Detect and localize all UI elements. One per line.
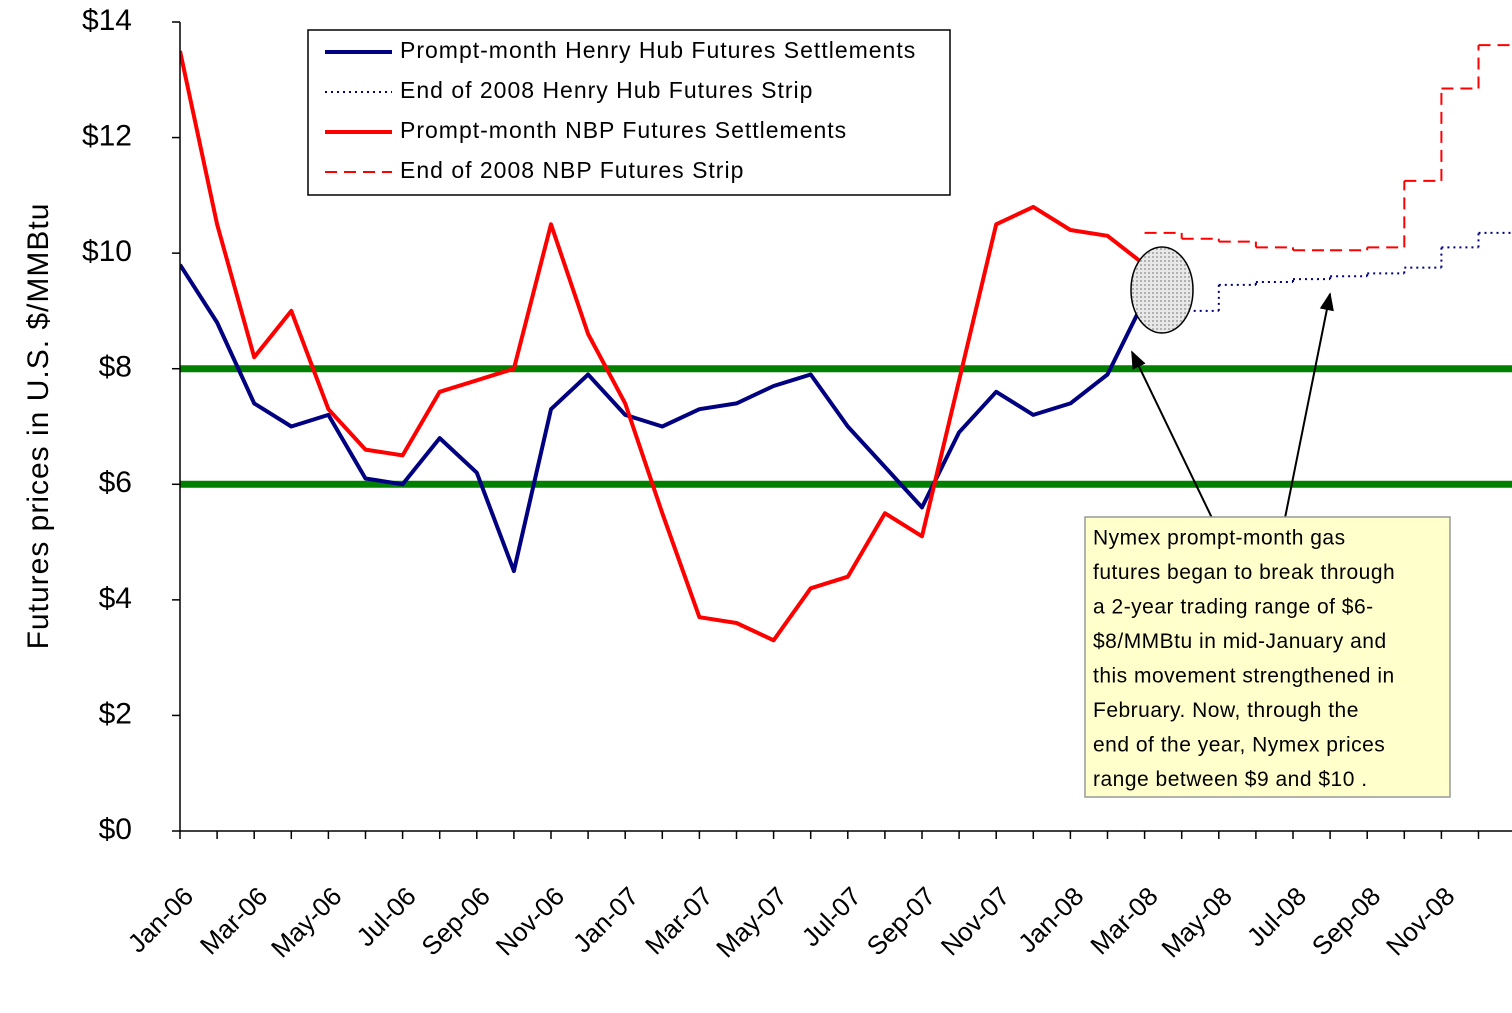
x-tick-label: Jan-08	[1012, 881, 1089, 958]
y-tick-label: $14	[82, 4, 132, 37]
x-tick-label: May-07	[710, 881, 793, 964]
arrow	[1131, 350, 1213, 519]
x-tick-label: Mar-07	[639, 881, 718, 960]
annotation-text: $8/MMBtu in mid-January and	[1093, 630, 1387, 653]
annotation-text: futures began to break through	[1093, 561, 1395, 584]
x-tick-label: Jul-06	[350, 881, 421, 952]
legend	[307, 29, 951, 196]
x-tick-label: Jan-06	[122, 881, 199, 958]
legend-label: End of 2008 NBP Futures Strip	[400, 157, 744, 183]
legend-label: Prompt-month Henry Hub Futures Settlemen…	[400, 37, 916, 63]
x-tick-label: Jul-08	[1241, 881, 1312, 952]
y-tick-label: $4	[99, 582, 132, 615]
y-axis-label: Futures prices in U.S. $/MMBtu	[22, 203, 55, 650]
series-line	[180, 50, 1146, 643]
legend-label: End of 2008 Henry Hub Futures Strip	[400, 77, 813, 103]
y-tick-label: $2	[99, 697, 132, 730]
annotation-text: February. Now, through the	[1093, 699, 1359, 722]
arrow	[1284, 292, 1334, 519]
x-tick-label: Nov-07	[935, 881, 1015, 961]
series-line	[180, 263, 1147, 573]
annotation-text: Nymex prompt-month gas	[1093, 527, 1346, 550]
annotation-text: end of the year, Nymex prices	[1093, 734, 1385, 757]
x-tick-label: Nov-06	[490, 881, 570, 961]
annotation-box	[1084, 516, 1451, 798]
y-tick-label: $8	[99, 351, 132, 384]
x-tick-label: Mar-08	[1084, 881, 1163, 960]
annotation-text: range between $9 and $10 .	[1093, 768, 1368, 791]
x-tick-label: Jul-07	[796, 881, 867, 952]
x-tick-label: Sep-06	[415, 881, 495, 961]
x-tick-label: Sep-08	[1306, 881, 1386, 961]
y-tick-label: $0	[99, 813, 132, 846]
y-tick-label: $12	[82, 119, 132, 152]
annotation-text: this movement strengthened in	[1093, 665, 1395, 688]
x-tick-label: Sep-07	[861, 881, 941, 961]
annotation-text: a 2-year trading range of $6-	[1093, 596, 1374, 619]
x-tick-label: Nov-08	[1380, 881, 1460, 961]
x-tick-label: Mar-06	[194, 881, 273, 960]
x-tick-label: Jan-07	[567, 881, 644, 958]
y-tick-label: $6	[99, 466, 132, 499]
x-tick-label: May-06	[265, 881, 348, 964]
highlight-ellipse	[1130, 246, 1194, 334]
y-tick-label: $10	[82, 235, 132, 268]
x-tick-label: May-08	[1155, 881, 1238, 964]
legend-label: Prompt-month NBP Futures Settlements	[400, 117, 847, 143]
